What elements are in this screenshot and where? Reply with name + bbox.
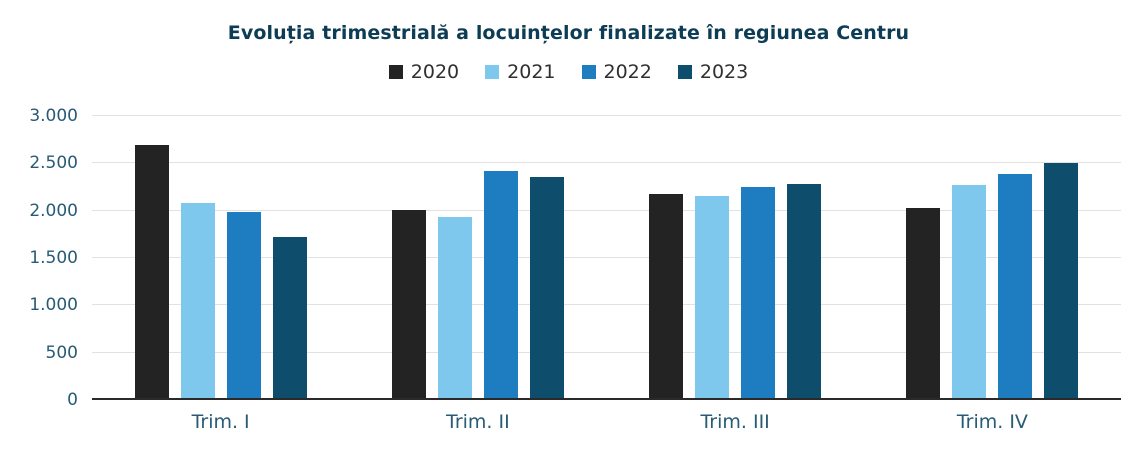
y-axis: 0 500 1.000 1.500 2.000 2.500 3.000 xyxy=(0,106,92,410)
legend: 2020 2021 2022 2023 xyxy=(0,61,1137,83)
legend-item-2022[interactable]: 2022 xyxy=(581,61,652,83)
plot-area xyxy=(92,115,1121,400)
x-tick-label: Trim. III xyxy=(700,411,770,433)
legend-item-2021[interactable]: 2021 xyxy=(485,61,556,83)
bar-2021-trim-iv[interactable] xyxy=(952,185,987,400)
bar-2023-trim-ii[interactable] xyxy=(529,176,564,400)
bar-2020-trim-iii[interactable] xyxy=(649,193,684,400)
legend-swatch-icon xyxy=(677,65,692,79)
bar-chart: 0 500 1.000 1.500 2.000 2.500 3.000 xyxy=(0,106,1137,410)
legend-swatch-icon xyxy=(581,65,596,79)
bar-group-trim-iii xyxy=(607,116,864,400)
bar-2023-trim-i[interactable] xyxy=(272,237,307,400)
bar-2020-trim-i[interactable] xyxy=(134,145,169,400)
bar-2022-trim-ii[interactable] xyxy=(483,170,518,400)
x-axis: Trim. I Trim. II Trim. III Trim. IV xyxy=(92,411,1121,433)
bar-2022-trim-iii[interactable] xyxy=(741,187,776,400)
gridline xyxy=(92,162,1121,164)
y-tick-label: 0 xyxy=(67,390,78,410)
legend-swatch-icon xyxy=(485,65,500,79)
legend-item-2023[interactable]: 2023 xyxy=(677,61,749,83)
gridline xyxy=(92,209,1121,211)
legend-label: 2022 xyxy=(603,61,652,83)
gridline xyxy=(92,115,1121,116)
gridline xyxy=(92,257,1121,258)
chart-title: Evoluția trimestrială a locuințelor fina… xyxy=(227,22,910,44)
gridline xyxy=(92,304,1121,306)
x-axis-line xyxy=(92,398,1121,400)
bar-groups xyxy=(92,116,1121,400)
bar-2022-trim-i[interactable] xyxy=(226,211,261,400)
bar-2021-trim-iii[interactable] xyxy=(695,195,730,400)
bar-group-trim-i xyxy=(92,116,349,400)
legend-label: 2020 xyxy=(410,61,460,83)
bar-group-trim-iv xyxy=(864,116,1121,400)
bar-2021-trim-i[interactable] xyxy=(180,203,215,400)
legend-swatch-icon xyxy=(388,65,403,79)
bar-2023-trim-iv[interactable] xyxy=(1044,163,1079,400)
y-tick-label: 3.000 xyxy=(29,106,78,126)
bar-2020-trim-ii[interactable] xyxy=(391,209,426,400)
bar-2022-trim-iv[interactable] xyxy=(998,173,1033,400)
legend-label: 2023 xyxy=(699,61,749,83)
legend-item-2020[interactable]: 2020 xyxy=(388,61,460,83)
bar-2020-trim-iv[interactable] xyxy=(906,207,941,400)
legend-label: 2021 xyxy=(507,61,556,83)
y-tick-label: 500 xyxy=(45,342,78,363)
y-tick-label: 1.500 xyxy=(29,248,78,268)
bar-group-trim-ii xyxy=(349,116,606,400)
y-tick-label: 1.000 xyxy=(29,295,78,316)
bar-2021-trim-ii[interactable] xyxy=(437,217,472,400)
y-tick-label: 2.000 xyxy=(29,200,78,221)
bar-2023-trim-iii[interactable] xyxy=(787,184,822,400)
x-tick-label: Trim. I xyxy=(191,411,250,433)
gridline xyxy=(92,351,1121,353)
x-tick-label: Trim. II xyxy=(446,411,510,433)
y-tick-label: 2.500 xyxy=(29,153,78,174)
x-tick-label: Trim. IV xyxy=(956,411,1028,433)
